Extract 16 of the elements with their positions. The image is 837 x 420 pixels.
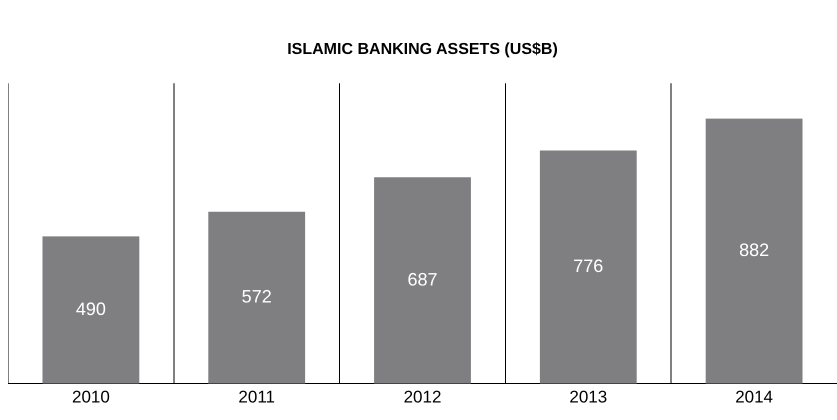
x-tick-label: 2013	[569, 387, 608, 406]
x-tick-label: 2010	[72, 387, 110, 406]
data-label: 687	[407, 269, 438, 290]
x-tick-label: 2014	[735, 387, 774, 406]
data-label: 490	[76, 298, 106, 319]
data-label: 572	[242, 286, 272, 307]
bar	[706, 118, 803, 384]
data-label: 882	[739, 240, 770, 260]
bar	[208, 212, 306, 384]
bar	[374, 177, 471, 384]
x-tick-label: 2011	[238, 387, 275, 406]
bar	[540, 150, 637, 384]
chart-title: ISLAMIC BANKING ASSETS (US$B)	[287, 41, 558, 58]
x-tick-label: 2012	[404, 387, 442, 406]
data-label: 776	[573, 256, 604, 276]
bar	[42, 236, 140, 384]
